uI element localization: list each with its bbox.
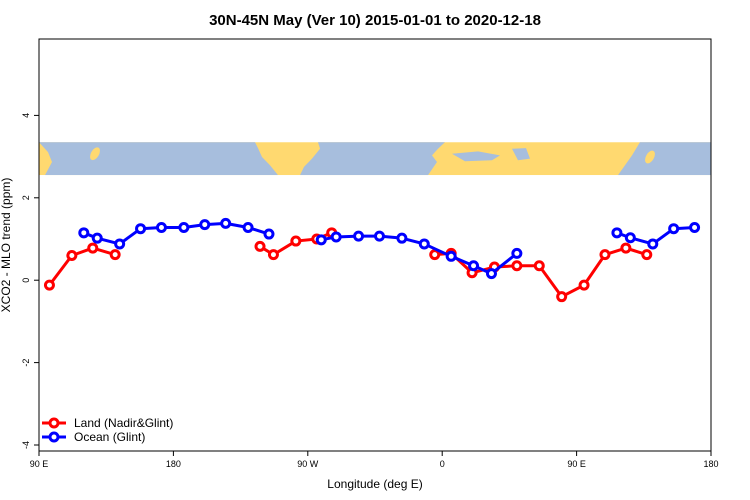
x-tick-label: 180 [166,459,181,469]
series-line [48,246,116,287]
data-point [78,227,90,239]
legend-marker-ocean [48,431,60,443]
data-point [468,260,480,272]
series-line [320,234,518,276]
data-point [178,221,190,233]
data-point [135,223,147,235]
data-point [533,260,545,272]
data-point [418,238,430,250]
data-point [263,228,275,240]
map-ocean-region [452,151,500,162]
data-point [485,268,497,280]
series-ocean [78,217,701,280]
data-point [267,249,279,261]
x-tick-label: 90 W [297,459,319,469]
y-tick-label: -2 [21,359,31,367]
data-point [155,221,167,233]
data-point [254,240,266,252]
data-point [611,227,623,239]
y-tick-label: 4 [21,113,31,118]
x-tick-label: 0 [440,459,445,469]
map-ocean-region [39,142,75,176]
legend-label-ocean: Ocean (Glint) [74,430,145,444]
y-tick-label: 2 [21,195,31,200]
map-ocean-region [300,142,445,176]
data-point [668,223,680,235]
x-axis-label: Longitude (deg E) [327,477,422,491]
series-line [434,246,648,299]
data-point [511,260,523,272]
x-tick-label: 90 E [567,459,586,469]
axes [38,38,712,452]
map-island [90,147,100,161]
data-point [511,247,523,259]
data-point [114,238,126,250]
data-point [242,221,254,233]
data-point [290,235,302,247]
map-ocean-region [618,142,711,176]
data-point [624,232,636,244]
data-point [330,231,342,243]
map-ocean-region [108,152,122,162]
legend-marker-land [48,417,60,429]
y-axis-label: XCO2 - MLO trend (ppm) [0,178,13,313]
data-point [373,230,385,242]
data-point [641,249,653,261]
chart-title: 30N-45N May (Ver 10) 2015-01-01 to 2020-… [209,12,541,29]
series-layer [43,217,701,303]
data-point [91,232,103,244]
data-point [647,238,659,250]
data-point [87,242,99,254]
y-tick-label: -4 [21,441,31,449]
x-tick-label: 180 [703,459,718,469]
map-ocean-region [512,148,530,161]
data-point [689,221,701,233]
series-line [83,221,270,246]
data-point [353,230,365,242]
map-island [645,150,655,164]
data-point [109,249,121,261]
data-point [429,249,441,261]
legend: Land (Nadir&Glint) Ocean (Glint) [42,416,173,444]
y-tick-label: 0 [21,278,31,283]
world-map-strip [39,142,711,176]
data-point [599,249,611,261]
data-point [445,250,457,262]
legend-label-land: Land (Nadir&Glint) [74,416,173,430]
plot-frame [38,38,712,452]
data-point [43,279,55,291]
x-tick-label: 90 E [30,459,49,469]
data-point [396,232,408,244]
data-point [578,279,590,291]
y-axis-ticks: -4 -2 0 2 4 [21,113,39,449]
data-point [66,249,78,261]
data-point [315,234,327,246]
data-point [556,291,568,303]
data-point [620,242,632,254]
data-point [199,219,211,231]
series-land [43,227,653,303]
x-axis-ticks: 90 E 180 90 W 0 90 E 180 [30,451,719,469]
data-point [220,217,232,229]
map-ocean-region [75,142,278,176]
